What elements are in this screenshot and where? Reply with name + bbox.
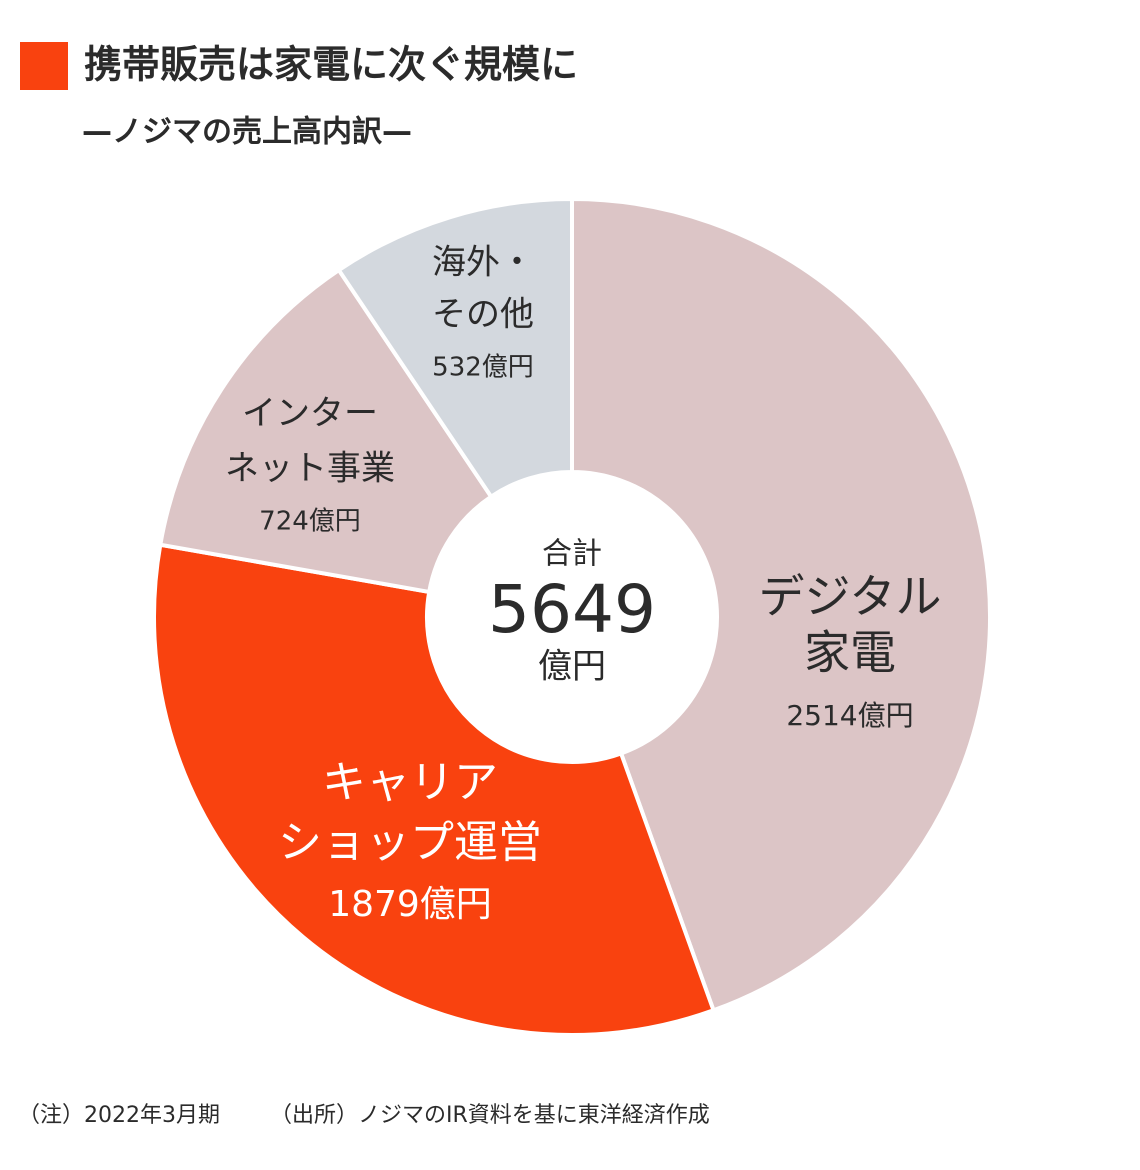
slice (336, 196, 574, 500)
chart-subtitle: —ノジマの売上高内訳— (82, 115, 412, 150)
slice (570, 196, 992, 1013)
center-hole (429, 474, 715, 760)
slice-label: その他 (432, 295, 534, 335)
donut (152, 196, 992, 1037)
slice (152, 542, 717, 1037)
note: （注）2022年3月期 (18, 1103, 220, 1128)
center-total: 5649 (488, 571, 656, 648)
slice-label: 海外・ (432, 243, 534, 283)
value-label: 2514億円 (786, 699, 913, 732)
slice-label: キャリア (322, 757, 498, 808)
slice (157, 267, 494, 595)
chart-title: 携帯販売は家電に次ぐ規模に (84, 43, 578, 87)
slice-label: インター (242, 394, 378, 434)
source: （出所）ノジマのIR資料を基に東洋経済作成 (270, 1103, 710, 1128)
value-label: 532億円 (432, 353, 534, 383)
slice-label: デジタル (758, 570, 941, 624)
value-label: 1879億円 (328, 884, 492, 925)
center-label: 合計 (542, 537, 602, 572)
slice-label: 家電 (804, 626, 896, 680)
value-label: 724億円 (259, 507, 361, 537)
slice-label: ショップ運営 (278, 817, 542, 868)
center-unit: 億円 (538, 647, 606, 687)
slice-label: ネット事業 (225, 449, 395, 489)
title-marker (20, 42, 68, 90)
